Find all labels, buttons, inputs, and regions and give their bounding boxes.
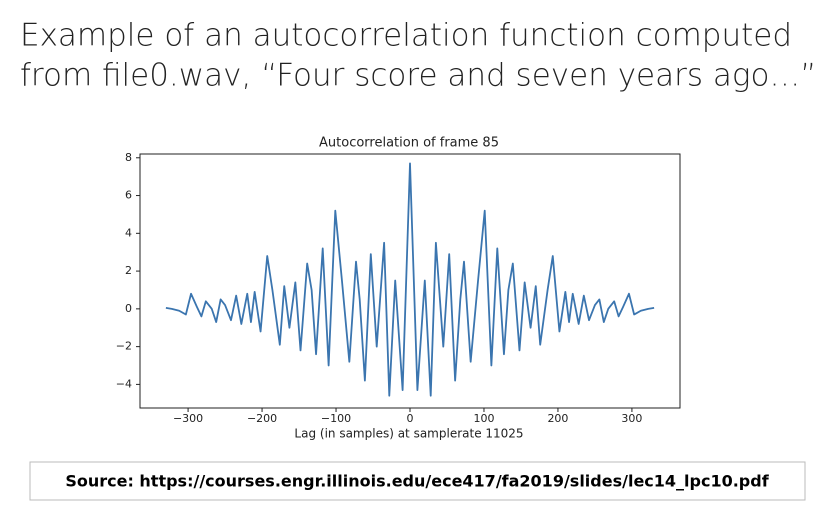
y-tick-label: 6 [125,189,132,202]
y-tick-label: 0 [125,302,132,315]
x-tick-label: 300 [621,412,642,425]
slide-title: Example of an autocorrelation function c… [20,18,792,54]
y-tick-label: 2 [125,264,132,277]
y-tick-label: 4 [125,226,132,239]
x-tick-label: −100 [321,412,351,425]
x-tick-label: −200 [247,412,277,425]
y-tick-label: −2 [116,340,132,353]
x-tick-label: 0 [407,412,414,425]
y-tick-label: 8 [125,151,132,164]
chart-title: Autocorrelation of frame 85 [319,136,499,151]
line [165,162,655,397]
x-tick-label: 200 [547,412,568,425]
source-box [29,461,806,501]
source-text: Source: https://courses.engr.illinois.ed… [65,472,769,491]
x-axis-label: Lag (in samples) at samplerate 11025 [294,427,523,441]
x-tick-label: 100 [473,412,494,425]
plot-frame [139,153,681,409]
slide-title: from file0.wav, “Four score and seven ye… [20,58,817,94]
x-tick-label: −300 [173,412,203,425]
y-tick-label: −4 [116,377,132,390]
